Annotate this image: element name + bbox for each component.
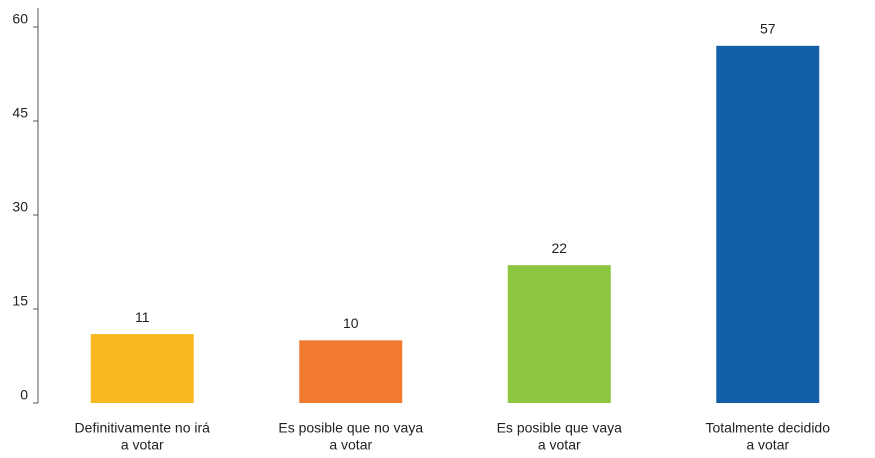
x-tick-label: a votar	[538, 437, 581, 453]
y-tick-label: 0	[20, 387, 28, 403]
bar	[299, 340, 403, 403]
y-tick-label: 60	[12, 11, 28, 27]
x-tick-label: Es posible que vaya	[497, 420, 623, 436]
data-label: 11	[135, 309, 150, 325]
x-tick-label: a votar	[329, 437, 372, 453]
data-label: 22	[551, 240, 567, 256]
bar	[90, 334, 194, 403]
bar	[507, 265, 611, 403]
y-tick-label: 15	[12, 293, 28, 309]
y-tick-label: 30	[12, 199, 28, 215]
x-tick-label: Definitivamente no irá	[75, 420, 211, 436]
data-label: 57	[760, 21, 776, 37]
x-tick-label: a votar	[121, 437, 164, 453]
x-tick-label: Totalmente decidido	[705, 420, 830, 436]
x-tick-label: Es posible que no vaya	[278, 420, 423, 436]
y-tick-label: 45	[12, 105, 28, 121]
x-tick-label: a votar	[746, 437, 789, 453]
bar	[716, 45, 820, 404]
data-label: 10	[343, 315, 359, 331]
